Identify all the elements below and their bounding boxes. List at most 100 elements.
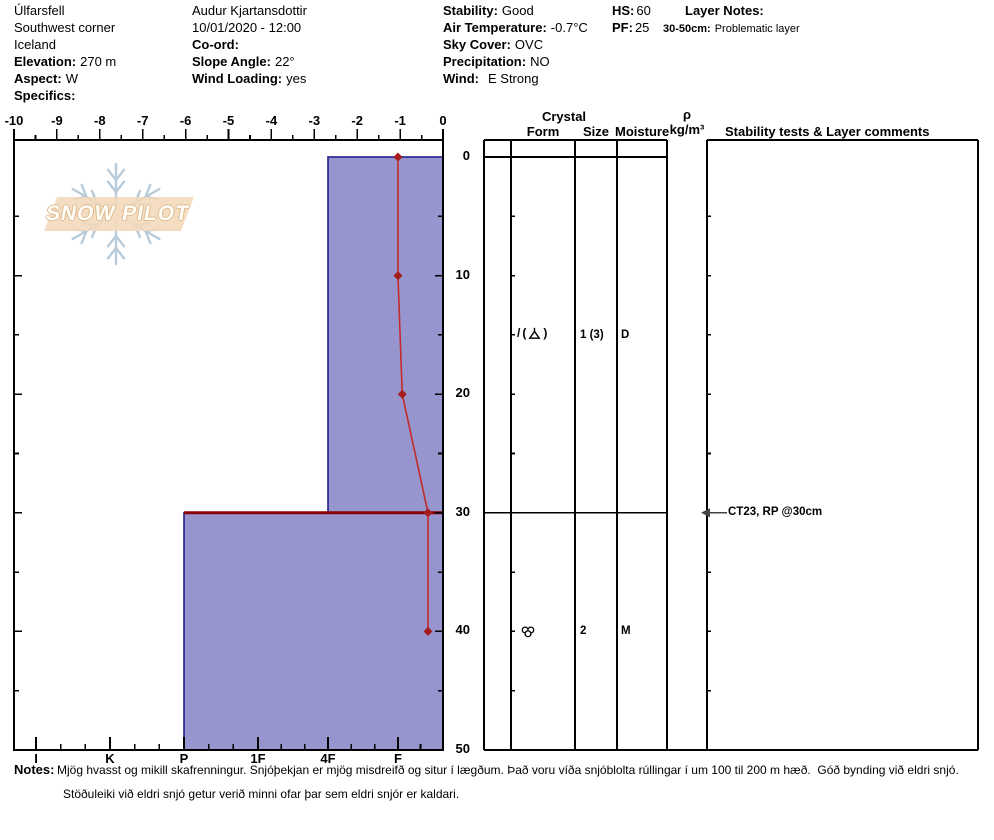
temp-axis-label: 0 (439, 113, 447, 128)
air-temp-value: -0.7°C (550, 20, 588, 35)
stability-test-annotation: CT23, RP @30cm (728, 506, 823, 518)
elevation-row: Elevation: 270 m (14, 54, 117, 70)
layer-notes-title: Layer Notes: (685, 3, 764, 19)
comments-header: Stability tests & Layer comments (725, 124, 930, 139)
layer-notes-label: Layer Notes: (685, 3, 764, 18)
moisture-header: Moisture (615, 124, 670, 139)
air-temp-row: Air Temperature: -0.7°C (443, 20, 588, 36)
depth-axis-label: 40 (455, 622, 470, 638)
temp-axis-label: -2 (351, 113, 363, 128)
stability-label: Stability: (443, 3, 498, 18)
temp-axis-label: -4 (265, 113, 278, 128)
stability-row: Stability: Good (443, 3, 534, 19)
temp-axis-label: -1 (394, 113, 406, 128)
depth-axis-label: 50 (455, 741, 470, 756)
site-subname: Southwest corner (14, 20, 116, 35)
aspect-row: Aspect: W (14, 71, 78, 87)
slope-angle-value: 22° (274, 54, 295, 69)
paren-close: ) (543, 326, 548, 340)
hardness-axis-label: K (105, 751, 115, 766)
snowflake-branch (114, 234, 126, 248)
wind-loading-value: yes (286, 71, 307, 86)
snowflake-branch (106, 168, 118, 182)
elevation-value: 270 m (80, 54, 117, 69)
snowflake-branch (80, 183, 88, 199)
annotation-arrow-head (701, 508, 710, 518)
snowflake-branch (106, 246, 118, 260)
density-symbol-header: ρ (682, 107, 692, 122)
aspect-label: Aspect: (14, 71, 62, 86)
depth-axis-label: 30 (455, 503, 470, 519)
temperature-point-marker (393, 152, 403, 162)
snowflake-branch (114, 168, 126, 182)
hardness-axis-label: F (394, 751, 402, 766)
snowflake-branch (144, 183, 152, 199)
temperature-point-marker (423, 508, 433, 518)
specifics-label: Specifics: (14, 88, 76, 103)
aspect-value: W (65, 71, 78, 86)
hs-row: HS: 60 (612, 3, 651, 19)
temp-axis-label: -3 (308, 113, 321, 128)
observation-datetime: 10/01/2020 - 12:00 (192, 20, 302, 35)
snowflake-branch (106, 180, 118, 194)
snow-layer-2 (183, 511, 444, 751)
notes-line2: Stöðuleiki við eldri snjó getur verið mi… (63, 787, 460, 801)
temp-axis-label: -5 (222, 113, 235, 128)
hardness-axis-label: P (179, 751, 189, 766)
slope-angle-row: Slope Angle: 22° (192, 54, 295, 70)
pf-value: 25 (634, 20, 650, 35)
wind-loading-label: Wind Loading: (192, 71, 283, 86)
hardness-axis-label: 4F (320, 751, 336, 766)
melt-cluster-crystal-icon (521, 626, 535, 638)
temp-axis-label: -6 (179, 113, 192, 128)
sky-cover-label: Sky Cover: (443, 37, 511, 52)
depth-axis-label: 0 (462, 148, 470, 163)
layer1-moisture-cell: D (621, 329, 630, 341)
slope-angle-label: Slope Angle: (192, 54, 271, 69)
depth-axis-label: 20 (455, 385, 470, 401)
wind-label: Wind: (443, 71, 479, 86)
depth-axis-label: 10 (455, 266, 470, 282)
temperature-point-marker (393, 271, 403, 281)
form-header: Form (526, 124, 560, 139)
notes-line1: Mjög hvasst og mikill skafrenningur. Snj… (57, 763, 959, 777)
layer-note-row: 30-50cm: Problematic layer (663, 23, 800, 36)
sky-cover-value: OVC (514, 37, 544, 52)
site-name: Úlfarsfell (14, 3, 65, 18)
precip-row: Precipitation: NO (443, 54, 550, 70)
paren-open: ( (522, 326, 527, 340)
snowflake-branch (144, 229, 152, 245)
wind-value: E Strong (487, 71, 539, 86)
precip-label: Precipitation: (443, 54, 527, 69)
site-region: Iceland (14, 37, 56, 52)
layer1-size-cell: 1 (3) (580, 329, 604, 341)
hardness-axis-label: I (34, 751, 38, 766)
layer-note-text: Problematic layer (714, 23, 800, 35)
notes-label: Notes: (14, 762, 55, 777)
snowflake-branch (106, 234, 118, 248)
pf-label: PF: (612, 20, 633, 35)
stellar-crystal-icon (528, 328, 541, 340)
temp-axis-label: -7 (136, 113, 149, 128)
snowpilot-logo-text: SNOW PILOT (44, 202, 192, 225)
elevation-label: Elevation: (14, 54, 77, 69)
pf-row: PF: 25 (612, 20, 650, 36)
size-header: Size (582, 124, 609, 139)
precip-value: NO (530, 54, 550, 69)
sky-cover-row: Sky Cover: OVC (443, 37, 544, 53)
temperature-point-marker (397, 389, 407, 399)
layer2-form-cell (521, 626, 535, 638)
snowflake-branch (114, 180, 126, 194)
density-unit-header: kg/m³ (669, 122, 705, 137)
hs-label: HS: (612, 3, 635, 18)
df-crystal-symbol: / (517, 326, 521, 340)
logo-banner (44, 197, 194, 231)
coord-label: Co-ord: (192, 37, 239, 52)
crystal-header: Crystal (541, 109, 587, 124)
observer-name: Audur Kjartansdottir (192, 3, 307, 18)
coord-row: Co-ord: (192, 37, 239, 53)
temp-axis-label: -10 (4, 113, 24, 128)
temp-axis-label: -8 (94, 113, 106, 128)
